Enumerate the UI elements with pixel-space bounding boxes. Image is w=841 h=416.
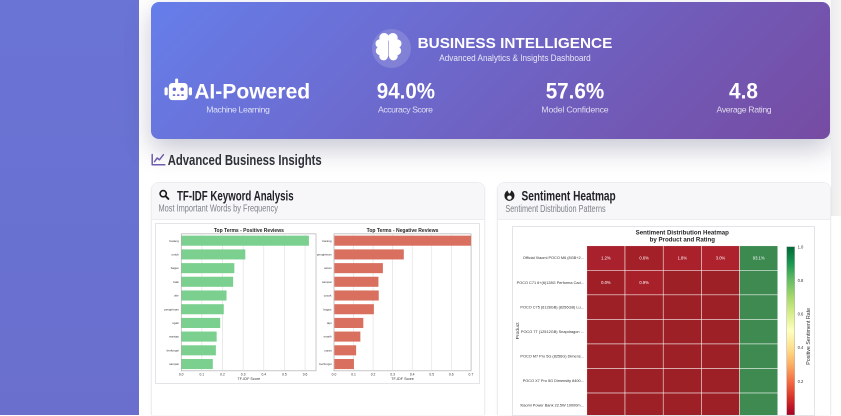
- svg-text:0.0%: 0.0%: [601, 280, 611, 285]
- svg-text:0.3: 0.3: [390, 373, 395, 377]
- svg-text:0.4: 0.4: [261, 373, 266, 377]
- svg-text:TF-IDF Score: TF-IDF Score: [391, 377, 414, 381]
- svg-text:1.0: 1.0: [798, 244, 804, 249]
- svg-text:sampai: sampai: [169, 362, 179, 366]
- svg-text:POCO C75 (6128GB) (8256GB) Lu: POCO C75 (6128GB) (8256GB) Lu...: [520, 305, 583, 309]
- svg-text:Product: Product: [515, 322, 521, 340]
- svg-text:93.1%: 93.1%: [753, 256, 765, 261]
- svg-text:0.3: 0.3: [240, 373, 245, 377]
- svg-text:berfungsi: berfungsi: [319, 362, 331, 366]
- svg-text:sampai: sampai: [321, 280, 331, 284]
- svg-text:Top Terms - Negative Reviews: Top Terms - Negative Reviews: [366, 228, 438, 234]
- svg-text:POCO M7 Pro 5G (8256G) Dimens: POCO M7 Pro 5G (8256G) Dimens...: [520, 354, 583, 358]
- svg-text:Top Terms - Positive Reviews: Top Terms - Positive Reviews: [213, 228, 283, 234]
- svg-text:Xiaomi Power Bank 22.5W 10000m: Xiaomi Power Bank 22.5W 10000m...: [520, 403, 584, 407]
- svg-text:mantap: mantap: [168, 335, 178, 339]
- svg-text:0.5: 0.5: [429, 373, 434, 377]
- svg-text:Sentiment Heatmap: Sentiment Heatmap: [522, 188, 616, 204]
- svg-text:0.6: 0.6: [302, 373, 307, 377]
- svg-text:oke: oke: [173, 294, 178, 298]
- svg-text:untuk: untuk: [171, 253, 179, 257]
- svg-text:bagus: bagus: [170, 266, 179, 270]
- svg-text:3.0%: 3.0%: [716, 256, 726, 261]
- svg-text:4.8: 4.8: [729, 78, 758, 103]
- svg-text:Official Xiaomi POCO M6 (8GB+2: Official Xiaomi POCO M6 (8GB+2...: [523, 256, 584, 260]
- svg-text:Sentiment Distribution Pattern: Sentiment Distribution Patterns: [505, 203, 605, 215]
- svg-text:0.0: 0.0: [178, 373, 183, 377]
- svg-text:berfungsi: berfungsi: [166, 348, 178, 352]
- svg-text:cepat: cepat: [324, 348, 331, 352]
- svg-text:0.2: 0.2: [220, 373, 225, 377]
- svg-text:1.8%: 1.8%: [678, 256, 688, 261]
- svg-text:barang: barang: [169, 239, 179, 243]
- svg-text:57.6%: 57.6%: [546, 78, 605, 103]
- svg-text:pengiriman: pengiriman: [164, 307, 179, 311]
- svg-text:tapi: tapi: [326, 321, 331, 325]
- svg-text:Positive Sentiment Rate: Positive Sentiment Rate: [806, 308, 812, 365]
- svg-text:0.7: 0.7: [468, 373, 473, 377]
- svg-text:AI-Powered: AI-Powered: [194, 79, 310, 103]
- svg-text:POCO C71 6+(6)128G Performa Ca: POCO C71 6+(6)128G Performa Cad...: [517, 281, 584, 285]
- svg-text:aman: aman: [324, 266, 332, 270]
- svg-text:0.9%: 0.9%: [639, 280, 649, 285]
- svg-text:0.6: 0.6: [448, 373, 453, 377]
- svg-text:ngab: ngab: [172, 321, 179, 325]
- svg-text:masih: masih: [323, 335, 331, 339]
- svg-text:TF-IDF Keyword Analysis: TF-IDF Keyword Analysis: [177, 188, 294, 204]
- svg-text:Sentiment Distribution Heatmap: Sentiment Distribution Heatmap: [636, 229, 730, 236]
- svg-text:TF-IDF Score: TF-IDF Score: [237, 377, 260, 381]
- svg-text:0.0: 0.0: [331, 373, 336, 377]
- svg-text:0.1: 0.1: [199, 373, 204, 377]
- svg-text:0.4: 0.4: [798, 345, 804, 350]
- svg-text:baik: baik: [173, 280, 179, 284]
- svg-text:0.6%: 0.6%: [639, 256, 649, 261]
- svg-text:Most Important Words by Freque: Most Important Words by Frequency: [159, 203, 279, 215]
- svg-text:BUSINESS INTELLIGENCE: BUSINESS INTELLIGENCE: [418, 35, 613, 52]
- svg-text:0.2: 0.2: [370, 373, 375, 377]
- svg-text:Advanced Analytics & Insights: Advanced Analytics & Insights Dashboard: [439, 53, 590, 63]
- svg-text:Machine Learning: Machine Learning: [206, 104, 270, 114]
- svg-text:Accuracy Score: Accuracy Score: [378, 104, 433, 114]
- svg-text:0.6: 0.6: [798, 312, 804, 317]
- svg-text:by Product and Rating: by Product and Rating: [650, 236, 716, 243]
- svg-text:pengiriman: pengiriman: [316, 253, 331, 257]
- svg-text:0.2: 0.2: [798, 379, 804, 384]
- svg-text:POCO X7 Pro 5G Dimensity 8400: POCO X7 Pro 5G Dimensity 8400...: [523, 379, 584, 383]
- svg-text:0.4: 0.4: [409, 373, 414, 377]
- svg-text:94.0%: 94.0%: [377, 78, 435, 103]
- svg-text:Model Confidence: Model Confidence: [541, 104, 608, 114]
- svg-text:POCO 7T (12512GB) Snapdragon: POCO 7T (12512GB) Snapdragon ...: [521, 330, 584, 334]
- svg-text:1.2%: 1.2%: [601, 256, 611, 261]
- svg-text:0.5: 0.5: [282, 373, 287, 377]
- svg-text:barang: barang: [322, 239, 332, 243]
- svg-text:Advanced Business Insights: Advanced Business Insights: [168, 153, 322, 169]
- svg-text:0.8: 0.8: [798, 278, 804, 283]
- svg-text:cocok: cocok: [323, 294, 331, 298]
- svg-text:0.1: 0.1: [351, 373, 356, 377]
- svg-text:Average Rating: Average Rating: [717, 104, 772, 114]
- svg-text:bagus: bagus: [323, 307, 332, 311]
